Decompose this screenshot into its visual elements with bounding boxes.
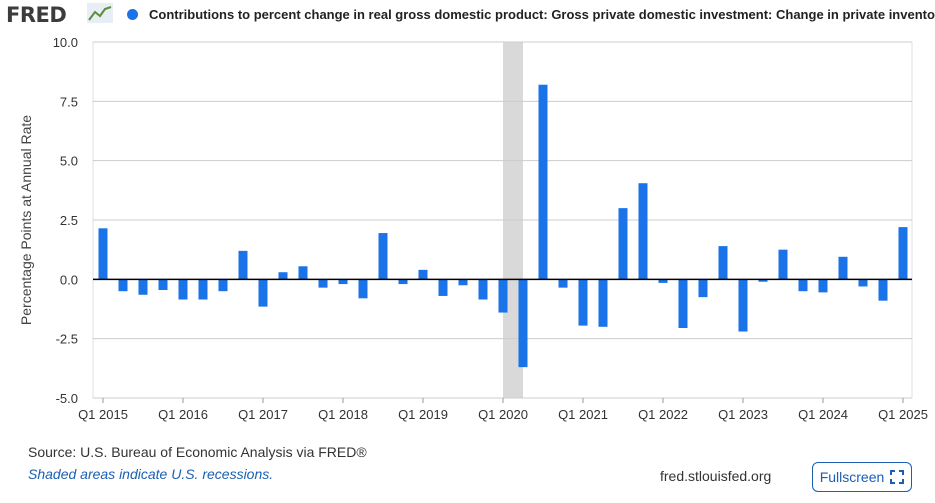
bar[interactable]: [458, 279, 468, 286]
fred-graph-icon: [87, 3, 113, 23]
bar[interactable]: [198, 279, 208, 300]
bar[interactable]: [358, 279, 368, 299]
bar[interactable]: [638, 183, 648, 280]
y-tick-label: -5.0: [56, 391, 78, 406]
legend-series-label[interactable]: Contributions to percent change in real …: [149, 7, 935, 22]
bar[interactable]: [338, 279, 348, 285]
bar[interactable]: [278, 272, 288, 280]
bar[interactable]: [678, 279, 688, 328]
bar[interactable]: [898, 227, 908, 280]
y-tick-label: 10.0: [53, 35, 78, 50]
y-axis-label: Percentage Points at Annual Rate: [18, 115, 34, 325]
bar[interactable]: [878, 279, 888, 301]
bar[interactable]: [398, 279, 408, 285]
bar[interactable]: [318, 279, 328, 288]
bar[interactable]: [178, 279, 188, 300]
bar[interactable]: [618, 208, 628, 280]
fred-logo: FRED: [6, 3, 67, 27]
bar-chart: 10.0 7.5 5.0 2.5 0.0 -2.5 -5.0Q1 2015 Q1 2016 Q1…: [18, 35, 928, 422]
bar[interactable]: [258, 279, 268, 307]
bar[interactable]: [118, 279, 128, 292]
bar[interactable]: [298, 266, 308, 280]
bar[interactable]: [378, 233, 388, 280]
bar[interactable]: [498, 279, 508, 313]
bar[interactable]: [658, 279, 668, 283]
bar[interactable]: [698, 279, 708, 298]
bar[interactable]: [758, 279, 768, 282]
x-tick-label: Q1 2017: [238, 407, 288, 422]
y-tick-label: 5.0: [60, 154, 78, 169]
x-tick-label: Q1 2018: [318, 407, 368, 422]
bar[interactable]: [418, 269, 428, 280]
site-url[interactable]: fred.stlouisfed.org: [660, 468, 772, 484]
bar[interactable]: [438, 279, 448, 296]
x-tick-label: Q1 2016: [158, 407, 208, 422]
fullscreen-button[interactable]: Fullscreen: [812, 462, 912, 492]
recession-note: Shaded areas indicate U.S. recessions.: [28, 466, 274, 482]
bar[interactable]: [578, 279, 588, 326]
bar[interactable]: [158, 279, 168, 291]
bar[interactable]: [718, 246, 728, 280]
bar[interactable]: [518, 279, 528, 368]
bar[interactable]: [818, 279, 828, 293]
bar[interactable]: [738, 279, 748, 332]
x-tick-label: Q1 2025: [878, 407, 928, 422]
y-tick-label: -2.5: [56, 332, 78, 347]
chart-header: FRED Contributions to percent change in …: [0, 0, 935, 30]
x-tick-label: Q1 2015: [78, 407, 128, 422]
bar[interactable]: [598, 279, 608, 327]
y-tick-label: 2.5: [60, 213, 78, 228]
bar[interactable]: [538, 84, 548, 280]
x-tick-label: Q1 2023: [718, 407, 768, 422]
x-tick-label: Q1 2022: [638, 407, 688, 422]
x-tick-label: Q1 2021: [558, 407, 608, 422]
source-note: Source: U.S. Bureau of Economic Analysis…: [28, 444, 367, 460]
y-tick-label: 0.0: [60, 272, 78, 287]
y-tick-label: 7.5: [60, 94, 78, 109]
bar[interactable]: [98, 228, 108, 280]
bar[interactable]: [138, 279, 148, 295]
bar[interactable]: [858, 279, 868, 287]
bar[interactable]: [558, 279, 568, 288]
fullscreen-label: Fullscreen: [819, 469, 885, 485]
bar[interactable]: [218, 279, 228, 292]
bar[interactable]: [478, 279, 488, 300]
x-tick-label: Q1 2020: [478, 407, 528, 422]
bar[interactable]: [238, 250, 248, 280]
fullscreen-icon: [890, 470, 905, 484]
bar[interactable]: [778, 249, 788, 280]
bar[interactable]: [838, 256, 848, 280]
legend-marker: [127, 9, 138, 20]
x-tick-label: Q1 2024: [798, 407, 848, 422]
x-tick-label: Q1 2019: [398, 407, 448, 422]
bar[interactable]: [798, 279, 808, 292]
